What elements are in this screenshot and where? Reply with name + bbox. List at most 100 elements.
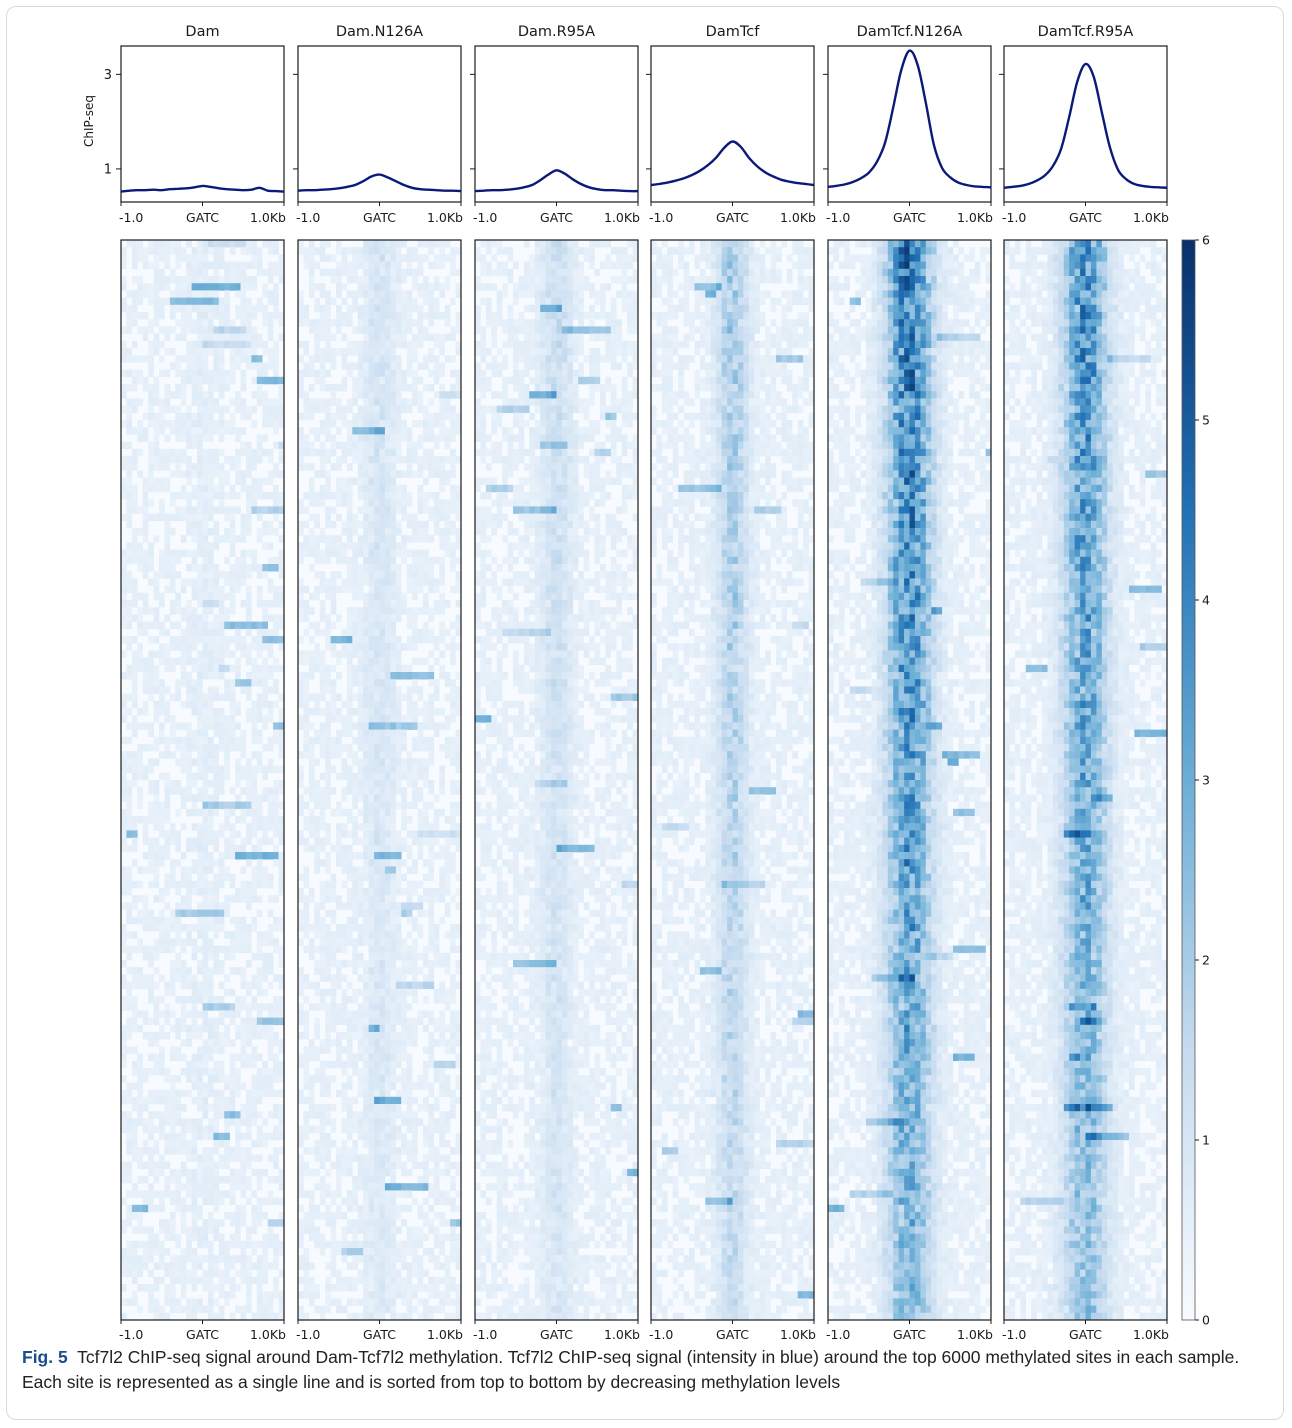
heatmap-cell — [319, 664, 326, 673]
heatmap-cell — [251, 672, 258, 680]
heatmap-cell — [202, 859, 209, 867]
heatmap-cell — [213, 967, 220, 975]
heatmap-cell — [262, 405, 268, 414]
heatmap-cell — [423, 254, 429, 262]
heatmap-cell — [423, 744, 429, 752]
heatmap-cell — [390, 614, 397, 622]
heatmap-cell — [229, 722, 236, 730]
heatmap-cell — [406, 463, 413, 471]
heatmap-cell — [213, 1140, 220, 1148]
heatmap-cell — [298, 700, 304, 709]
heatmap-cell — [325, 355, 331, 363]
heatmap-cell — [374, 600, 380, 608]
heatmap-cell — [374, 326, 380, 334]
heatmap-cell — [444, 499, 451, 507]
heatmap-cell — [374, 520, 380, 529]
heatmap-cell — [142, 499, 149, 507]
heatmap-cell — [341, 578, 348, 586]
heatmap-cell — [153, 268, 160, 277]
heatmap-cell — [428, 247, 435, 255]
heatmap-cell — [218, 650, 225, 658]
heatmap-cell — [164, 650, 171, 658]
heatmap-cell — [218, 1039, 225, 1047]
heatmap-cell — [325, 729, 331, 738]
heatmap-cell — [346, 556, 353, 565]
heatmap-cell — [390, 470, 397, 478]
heatmap-cell — [319, 628, 326, 637]
heatmap-cell — [169, 1082, 176, 1090]
heatmap-cell — [240, 974, 247, 982]
heatmap-cell — [202, 693, 209, 702]
heatmap-cell — [207, 924, 214, 932]
heatmap-cell — [229, 1017, 236, 1026]
heatmap-cell — [148, 578, 154, 586]
heatmap-cell — [240, 441, 247, 450]
heatmap-cell — [256, 1089, 263, 1098]
heatmap-cell — [417, 744, 424, 752]
heatmap-cell — [412, 859, 418, 867]
heatmap-cell — [308, 405, 315, 414]
heatmap-cell — [180, 1262, 187, 1270]
heatmap-cell — [153, 1204, 160, 1213]
heatmap-cell — [256, 801, 263, 810]
heatmap-cell — [273, 945, 279, 954]
heatmap-cell — [251, 247, 258, 255]
heatmap-cell — [131, 463, 138, 471]
heatmap-cell — [131, 823, 138, 831]
heatmap-cell — [251, 1168, 258, 1177]
heatmap-cell — [197, 571, 203, 579]
heatmap-cell — [406, 254, 413, 262]
heatmap-cell — [423, 715, 429, 723]
heatmap-cell — [273, 636, 279, 644]
heatmap-cell — [148, 1147, 154, 1155]
heatmap-cell — [303, 535, 310, 543]
heatmap-cell — [169, 448, 176, 457]
heatmap-cell — [278, 376, 285, 385]
heatmap-cell — [352, 456, 358, 464]
heatmap-cell — [314, 405, 320, 414]
heatmap-cell — [374, 744, 380, 752]
heatmap-cell — [159, 909, 165, 918]
heatmap-cell — [439, 650, 445, 658]
heatmap-cell — [131, 484, 138, 493]
heatmap-cell — [357, 456, 364, 464]
heatmap-cell — [207, 988, 214, 997]
heatmap-cell — [191, 823, 198, 831]
heatmap-cell — [428, 412, 435, 421]
heatmap-cell — [278, 1248, 285, 1256]
heatmap-cell — [126, 1111, 133, 1119]
heatmap-cell — [229, 513, 236, 522]
heatmap-cell — [401, 513, 407, 522]
heatmap-cell — [325, 405, 331, 414]
heatmap-cell — [278, 456, 285, 464]
heatmap-cell — [346, 751, 353, 759]
heatmap-cell — [251, 1262, 258, 1270]
heatmap-cell — [357, 657, 364, 666]
heatmap-cell — [213, 888, 220, 896]
heatmap-cell — [368, 808, 375, 817]
heatmap-cell — [251, 420, 258, 428]
heatmap-cell — [352, 448, 358, 457]
heatmap-cell — [213, 1204, 220, 1213]
heatmap-cell — [256, 1082, 263, 1090]
heatmap-cell — [395, 448, 402, 457]
heatmap-cell — [346, 816, 353, 824]
heatmap-cell — [218, 312, 225, 320]
heatmap-cell — [137, 448, 143, 457]
heatmap-cell — [159, 974, 165, 982]
heatmap-cell — [341, 700, 348, 709]
heatmap-cell — [180, 492, 187, 500]
heatmap-cell — [218, 1197, 225, 1206]
heatmap-cell — [126, 1262, 133, 1270]
heatmap-cell — [240, 1132, 247, 1141]
heatmap-cell — [368, 715, 375, 723]
heatmap-cell — [395, 384, 402, 392]
heatmap-cell — [352, 420, 358, 428]
heatmap-cell — [368, 873, 375, 882]
heatmap-cell — [246, 693, 252, 702]
heatmap-cell — [218, 333, 225, 342]
heatmap-cell — [308, 672, 315, 680]
heatmap-cell — [401, 333, 407, 342]
heatmap-cell — [273, 268, 279, 277]
heatmap-cell — [142, 628, 149, 637]
